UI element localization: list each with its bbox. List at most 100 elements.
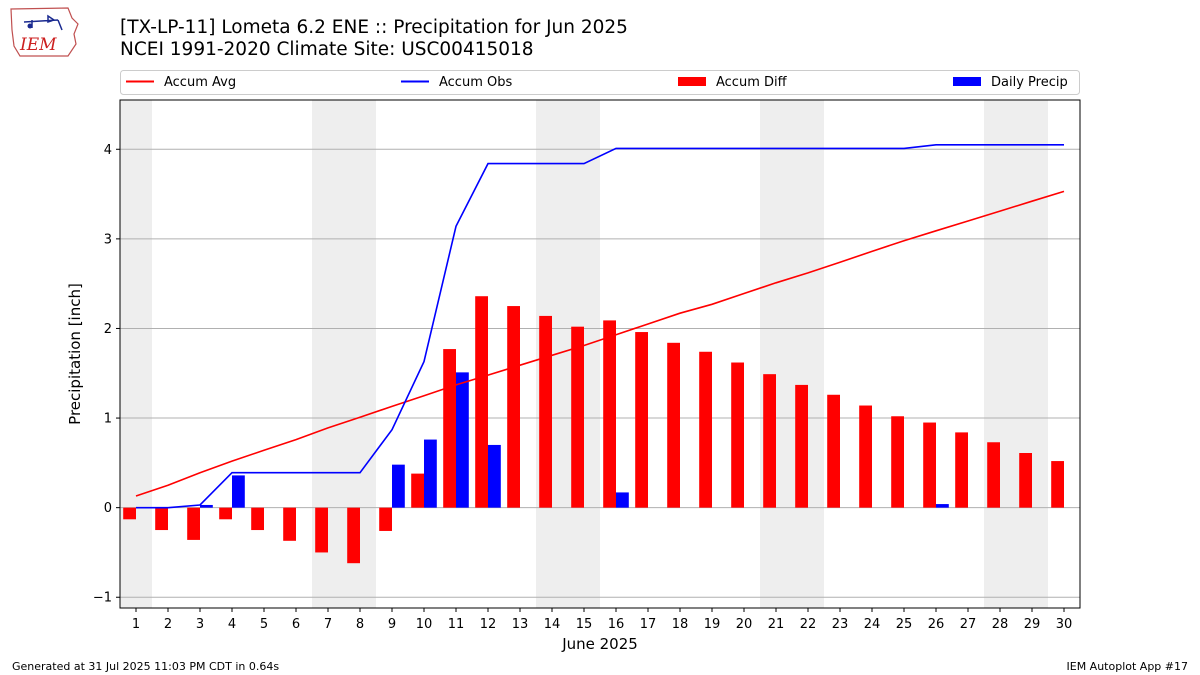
weekend-band bbox=[984, 100, 1016, 608]
accum-diff-bar bbox=[667, 342, 680, 508]
x-tick-label: 22 bbox=[800, 617, 817, 632]
accum-diff-bar bbox=[123, 507, 136, 520]
x-tick-label: 29 bbox=[1024, 617, 1041, 632]
x-tick-label: 1 bbox=[132, 617, 140, 632]
accum-diff-bar bbox=[603, 320, 616, 508]
accum-diff-bar bbox=[1051, 461, 1064, 508]
accum-diff-bar bbox=[699, 351, 712, 508]
y-tick-label: −1 bbox=[93, 591, 112, 606]
x-tick-label: 7 bbox=[324, 617, 332, 632]
legend-accum-obs-label: Accum Obs bbox=[439, 75, 512, 90]
daily-precip-bar bbox=[392, 464, 405, 508]
x-tick-label: 19 bbox=[704, 617, 721, 632]
accum-diff-bar bbox=[251, 507, 264, 531]
daily-precip-bar bbox=[200, 504, 213, 508]
accum-diff-bar bbox=[763, 374, 776, 508]
x-tick-label: 11 bbox=[448, 617, 465, 632]
iem-logo: IEM bbox=[10, 7, 79, 57]
legend-accum-avg-label: Accum Avg bbox=[164, 75, 236, 90]
y-tick-label: 1 bbox=[104, 412, 112, 427]
legend-daily-precip-label: Daily Precip bbox=[991, 75, 1068, 90]
accum-diff-bar bbox=[475, 296, 488, 508]
accum-diff-bar bbox=[891, 416, 904, 508]
accum-diff-bar bbox=[795, 384, 808, 508]
x-tick-label: 10 bbox=[416, 617, 433, 632]
legend-accum-diff-label: Accum Diff bbox=[716, 75, 788, 90]
daily-precip-bar bbox=[232, 475, 245, 508]
x-tick-label: 8 bbox=[356, 617, 364, 632]
x-tick-label: 20 bbox=[736, 617, 753, 632]
x-tick-label: 3 bbox=[196, 617, 204, 632]
iowa-outline-icon bbox=[10, 7, 79, 57]
accum-diff-bar bbox=[187, 507, 200, 540]
accum-diff-bar bbox=[539, 315, 552, 508]
x-tick-label: 2 bbox=[164, 617, 172, 632]
legend: Accum Avg Accum Obs Accum Diff Daily Precip bbox=[120, 70, 1080, 95]
accum-diff-bar bbox=[635, 332, 648, 508]
x-tick-label: 6 bbox=[292, 617, 300, 632]
x-tick-label: 18 bbox=[672, 617, 689, 632]
x-tick-label: 15 bbox=[576, 617, 593, 632]
daily-precip-bar bbox=[616, 492, 629, 508]
logo-text: IEM bbox=[19, 35, 57, 55]
x-tick-label: 5 bbox=[260, 617, 268, 632]
accum-diff-bar bbox=[347, 507, 360, 564]
x-tick-label: 23 bbox=[832, 617, 849, 632]
accum-diff-bar bbox=[379, 507, 392, 531]
x-tick-label: 27 bbox=[960, 617, 977, 632]
x-tick-label: 28 bbox=[992, 617, 1009, 632]
daily-precip-bar bbox=[488, 444, 501, 508]
generated-footer: Generated at 31 Jul 2025 11:03 PM CDT in… bbox=[12, 660, 280, 673]
weekend-band bbox=[792, 100, 824, 608]
chart-title: [TX-LP-11] Lometa 6.2 ENE :: Precipitati… bbox=[120, 17, 628, 38]
x-tick-label: 16 bbox=[608, 617, 625, 632]
app-footer: IEM Autoplot App #17 bbox=[1066, 660, 1189, 673]
accum-diff-bar bbox=[443, 349, 456, 508]
x-tick-label: 26 bbox=[928, 617, 945, 632]
accum-diff-bar bbox=[283, 507, 296, 541]
accum-diff-bar bbox=[859, 405, 872, 508]
weekend-band bbox=[760, 100, 792, 608]
daily-precip-bar bbox=[936, 504, 949, 508]
accum-diff-bar bbox=[411, 473, 424, 508]
x-tick-label: 30 bbox=[1056, 617, 1073, 632]
x-tick-label: 17 bbox=[640, 617, 657, 632]
accum-diff-bar bbox=[827, 394, 840, 508]
y-tick-label: 0 bbox=[104, 501, 112, 516]
y-tick-label: 2 bbox=[104, 322, 112, 337]
y-axis-label: Precipitation [inch] bbox=[66, 283, 84, 425]
x-tick-label: 14 bbox=[544, 617, 561, 632]
weekend-band bbox=[1016, 100, 1048, 608]
x-tick-label: 9 bbox=[388, 617, 396, 632]
accum-diff-bar bbox=[987, 442, 1000, 508]
plot-frame bbox=[119, 99, 1081, 609]
accum-obs-line bbox=[136, 144, 1064, 509]
x-tick-label: 21 bbox=[768, 617, 785, 632]
legend-accum-diff-swatch bbox=[678, 77, 706, 86]
x-tick-label: 13 bbox=[512, 617, 529, 632]
y-tick-label: 3 bbox=[104, 232, 112, 247]
weekend-band bbox=[120, 100, 152, 608]
x-tick-label: 24 bbox=[864, 617, 881, 632]
accum-diff-bar bbox=[315, 507, 328, 553]
accum-diff-bar bbox=[507, 306, 520, 508]
legend-frame bbox=[120, 70, 1080, 95]
x-axis-label: June 2025 bbox=[561, 635, 638, 653]
accum-diff-bar bbox=[219, 507, 232, 520]
chart-subtitle: NCEI 1991-2020 Climate Site: USC00415018 bbox=[120, 39, 534, 60]
accum-diff-bar bbox=[155, 507, 168, 531]
accum-diff-bar bbox=[923, 422, 936, 508]
accum-diff-bar bbox=[1019, 453, 1032, 508]
daily-precip-bar bbox=[424, 439, 437, 508]
x-tick-label: 25 bbox=[896, 617, 913, 632]
accum-diff-bar bbox=[955, 432, 968, 508]
y-tick-label: 4 bbox=[104, 143, 112, 158]
x-tick-label: 12 bbox=[480, 617, 497, 632]
accum-avg-line bbox=[135, 190, 1065, 497]
x-tick-label: 4 bbox=[228, 617, 236, 632]
legend-daily-precip-swatch bbox=[953, 77, 981, 86]
daily-precip-bar bbox=[456, 372, 469, 508]
station-symbol-icon bbox=[23, 14, 63, 31]
